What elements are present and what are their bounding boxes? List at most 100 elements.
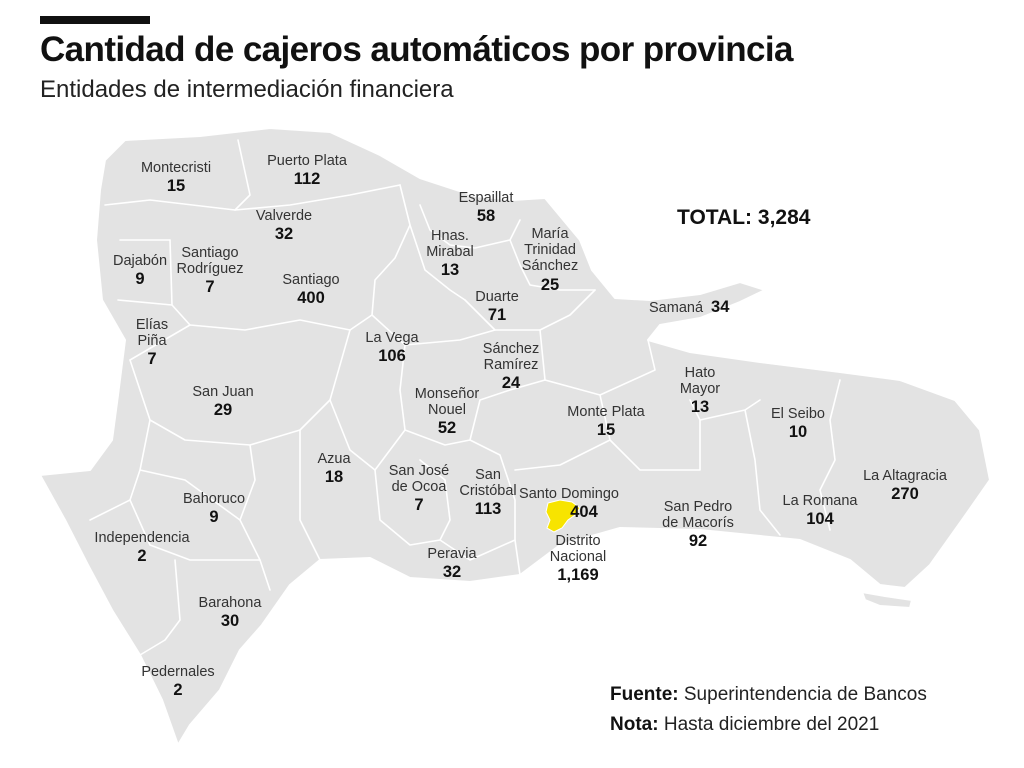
province-label-puerto-plata: Puerto Plata 112 <box>267 153 347 189</box>
province-label-sanchez-ramirez: Sánchez Ramírez 24 <box>483 341 539 393</box>
atm-count: 32 <box>274 225 294 244</box>
atm-count: 32 <box>442 563 462 582</box>
atm-count: 400 <box>297 289 325 308</box>
atm-count: 1,169 <box>557 566 599 585</box>
land-mass <box>39 127 991 746</box>
province-name: Montecristi <box>140 160 212 176</box>
province-label-la-vega: La Vega 106 <box>365 330 418 366</box>
province-name: Pedernales <box>141 664 215 680</box>
province-label-hnas-mirabal: Hnas. Mirabal 13 <box>426 228 474 280</box>
province-name: Monte Plata <box>567 404 645 420</box>
province-label-la-romana: La Romana 104 <box>783 493 858 529</box>
province-label-la-altagracia: La Altagracia 270 <box>863 468 947 504</box>
province-label-independencia: Independencia 2 <box>94 530 189 566</box>
atm-count: 104 <box>806 510 834 529</box>
province-name: Peravia <box>427 546 477 562</box>
province-label-santiago-rodriguez: Santiago Rodríguez 7 <box>177 245 244 297</box>
province-label-santiago: Santiago 400 <box>282 272 339 308</box>
atm-count: 52 <box>437 419 457 438</box>
province-label-barahona: Barahona 30 <box>199 595 262 631</box>
atm-count: 13 <box>690 398 710 417</box>
atm-count: 15 <box>166 177 186 196</box>
atm-count: 10 <box>788 423 808 442</box>
province-name: San Juan <box>192 384 254 400</box>
province-name: San Cristóbal <box>459 467 517 500</box>
province-label-san-jose-de-ocoa: San José de Ocoa 7 <box>389 463 449 515</box>
atm-count: 25 <box>540 275 560 294</box>
province-label-pedernales: Pedernales 2 <box>141 664 214 700</box>
total-label: TOTAL: 3,284 <box>677 206 810 230</box>
province-name: Monseñor Nouel <box>414 386 480 419</box>
province-name: Sánchez Ramírez <box>482 341 540 374</box>
province-name: Santiago <box>282 272 340 288</box>
atm-count: 7 <box>205 278 215 297</box>
province-name: Distrito Nacional <box>549 533 607 566</box>
island-outline <box>39 127 991 746</box>
province-name: Santiago Rodríguez <box>176 245 244 278</box>
province-borders <box>89 139 841 656</box>
province-label-dajabon: Dajabón 9 <box>113 253 167 289</box>
source-line: Fuente: Superintendencia de Bancos <box>610 684 927 706</box>
note-line: Nota: Hasta diciembre del 2021 <box>610 714 879 736</box>
province-label-monte-plata: Monte Plata 15 <box>567 404 644 440</box>
distrito-nacional-highlight <box>545 499 581 533</box>
atm-count: 13 <box>440 261 460 280</box>
atm-count: 34 <box>711 298 730 316</box>
province-label-san-pedro-de-macoris: San Pedro de Macorís 92 <box>662 499 734 551</box>
atm-count: 112 <box>293 170 321 189</box>
province-name: San Pedro de Macorís <box>662 499 734 532</box>
province-label-distrito-nacional: Distrito Nacional 1,169 <box>550 533 606 585</box>
atm-count: 9 <box>135 270 145 289</box>
province-name: Puerto Plata <box>267 153 347 169</box>
province-label-san-juan: San Juan 29 <box>192 384 253 420</box>
province-label-espaillat: Espaillat 58 <box>459 190 514 226</box>
atm-count: 270 <box>891 485 919 504</box>
province-name: Dajabón <box>112 253 168 269</box>
atm-count: 71 <box>487 306 507 325</box>
province-name: Hnas. Mirabal <box>426 228 474 261</box>
atm-count: 30 <box>220 612 240 631</box>
province-label-duarte: Duarte 71 <box>475 289 519 325</box>
atm-count: 7 <box>414 496 424 515</box>
atm-count: 29 <box>213 401 233 420</box>
source-text: Superintendencia de Bancos <box>678 684 927 705</box>
province-name: La Altagracia <box>863 468 947 484</box>
province-label-san-cristobal: San Cristóbal 113 <box>459 467 516 519</box>
province-label-monsenor-nouel: Monseñor Nouel 52 <box>415 386 479 438</box>
province-name: Bahoruco <box>182 491 246 507</box>
page-subtitle: Entidades de intermediación financiera <box>40 76 454 103</box>
province-label-bahoruco: Bahoruco 9 <box>183 491 245 527</box>
atm-count: 92 <box>688 532 708 551</box>
atm-count: 2 <box>173 681 183 700</box>
atm-count: 9 <box>209 508 219 527</box>
province-label-valverde: Valverde 32 <box>256 208 312 244</box>
note-text: Hasta diciembre del 2021 <box>658 714 880 735</box>
province-name: Santo Domingo <box>519 486 619 502</box>
province-name: Duarte <box>475 289 519 305</box>
province-label-maria-trinidad-sanchez: María Trinidad Sánchez 25 <box>522 226 578 294</box>
atm-count: 7 <box>147 350 157 369</box>
province-name: Independencia <box>94 530 190 546</box>
province-name: La Vega <box>365 330 419 346</box>
province-label-peravia: Peravia 32 <box>427 546 476 582</box>
province-label-azua: Azua 18 <box>317 451 350 487</box>
province-label-santo-domingo: Santo Domingo 404 <box>519 486 619 522</box>
province-label-elias-pina: Elías Piña 7 <box>136 317 168 369</box>
title-accent-bar <box>40 16 150 24</box>
saona-island <box>861 591 913 609</box>
province-name: Azua <box>317 451 351 467</box>
atm-count: 113 <box>474 500 502 519</box>
province-label-samana: Samaná 34 <box>649 298 729 317</box>
atm-count: 24 <box>501 374 521 393</box>
atm-count: 18 <box>324 468 344 487</box>
province-name: Valverde <box>255 208 313 224</box>
province-label-hato-mayor: Hato Mayor 13 <box>680 365 720 417</box>
atm-count: 106 <box>378 347 406 366</box>
province-name: Barahona <box>198 595 262 611</box>
atm-count: 404 <box>570 503 598 522</box>
province-label-montecristi: Montecristi 15 <box>141 160 211 196</box>
province-label-el-seibo: El Seibo 10 <box>771 406 825 442</box>
province-name: San José de Ocoa <box>388 463 450 496</box>
province-name: María Trinidad Sánchez <box>521 226 579 275</box>
